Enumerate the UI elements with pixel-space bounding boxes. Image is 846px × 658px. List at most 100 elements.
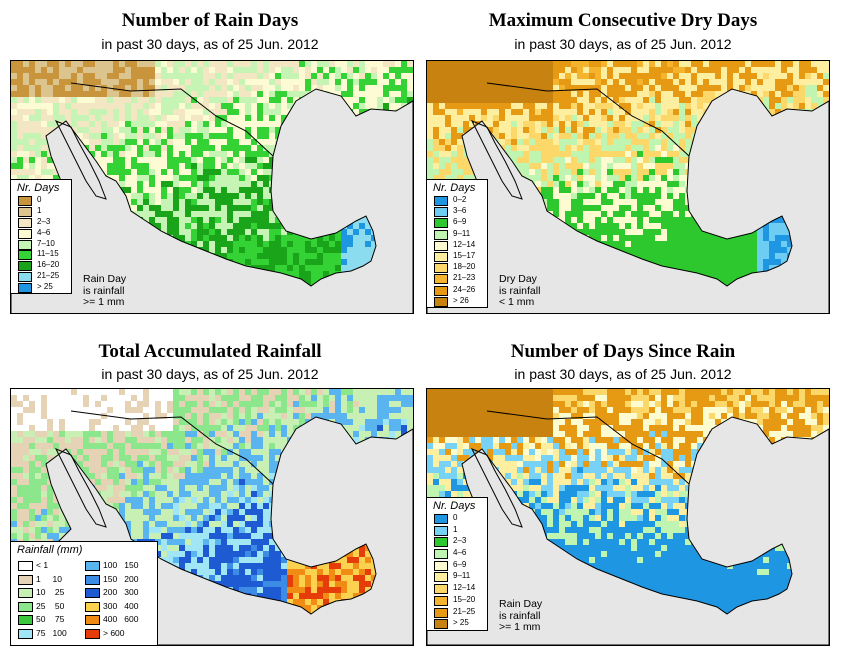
legend-label: 1 [453, 524, 458, 534]
legend-swatch [18, 206, 32, 217]
legend-label: 12–14 [453, 239, 476, 249]
legend-label: 2–3 [37, 216, 51, 226]
legend-item: 15–20 [427, 595, 487, 607]
legend-label: 16–20 [37, 260, 60, 270]
legend-item: 6–9 [427, 560, 487, 572]
legend-label: 9–11 [453, 228, 471, 238]
legend-swatch [434, 607, 448, 618]
legend-item: 0 [11, 195, 71, 206]
legend-swatch [434, 263, 448, 274]
definition-note: Dry Day is rainfall < 1 mm [499, 273, 540, 309]
legend-swatch [434, 285, 448, 296]
legend-item: 25 50 [18, 600, 84, 612]
definition-note-line: Dry Day [499, 273, 537, 285]
legend-item: 7–10 [11, 239, 71, 250]
legend-item: > 25 [427, 618, 487, 630]
legend-label: 12–14 [453, 583, 476, 593]
legend-label: 0 [37, 195, 42, 204]
legend-item: 2–3 [11, 217, 71, 228]
legend-swatch [18, 272, 32, 283]
legend-label: 0 [453, 513, 458, 522]
legend-label: 7–10 [37, 238, 55, 248]
legend-item: 0–2 [427, 195, 487, 206]
legend-label: 400 600 [103, 614, 139, 624]
legend-label: 15–20 [453, 594, 476, 604]
legend-label: 21–23 [453, 273, 476, 283]
legend-item: 50 75 [18, 614, 84, 625]
legend-item: 12–14 [427, 583, 487, 595]
legend-item: 15–17 [427, 251, 487, 262]
panel-subtitle-accum-rain: in past 30 days, as of 25 Jun. 2012 [101, 366, 319, 382]
legend-item: 0 [427, 513, 487, 525]
legend-swatch [85, 601, 100, 612]
definition-note: Rain Day is rainfall >= 1 mm [499, 598, 542, 634]
legend-swatch [18, 239, 32, 250]
legend-swatch [434, 549, 448, 560]
panel-title-dry-days: Maximum Consecutive Dry Days [488, 10, 758, 31]
definition-note-line: is rainfall [499, 609, 541, 622]
legend-item: 16–20 [11, 260, 71, 272]
legend-swatch [434, 207, 448, 218]
legend-label: 3–6 [453, 206, 467, 216]
legend-swatch [434, 619, 448, 630]
legend-item: > 26 [427, 296, 487, 307]
legend-item: 18–20 [427, 262, 487, 274]
legend-label: 4–6 [37, 227, 51, 237]
map-since-rain: Nr. Days 0 1 2–3 4–6 6–9 9–11 12–14 15–20 21–25 > … [426, 388, 830, 646]
panel-subtitle-rain-days: in past 30 days, as of 25 Jun. 2012 [101, 36, 319, 52]
legend-item: 21–23 [427, 273, 487, 285]
definition-note: Rain Day is rainfall >= 1 mm [83, 273, 126, 309]
legend-item: 11–15 [11, 249, 71, 261]
legend-item: > 600 [85, 628, 151, 639]
legend-swatch [434, 584, 448, 595]
legend-item: 21–25 [427, 607, 487, 619]
legend-since-rain: Nr. Days 0 1 2–3 4–6 6–9 9–11 12–14 15–20 21–25 > … [427, 497, 488, 631]
legend-swatch [434, 572, 448, 583]
legend-swatch [18, 615, 33, 625]
legend-label: 150 200 [103, 573, 139, 584]
legend-label: 2–3 [453, 536, 467, 546]
legend-swatch [434, 274, 448, 285]
panel-title-rain-days: Number of Rain Days [121, 10, 299, 31]
legend-item: 1 [427, 525, 487, 537]
legend-swatch [434, 595, 448, 606]
legend-item: 4–6 [427, 548, 487, 560]
legend-swatch [85, 574, 100, 585]
legend-swatch [18, 283, 32, 294]
legend-item: 75 100 [18, 627, 84, 639]
legend-title: Nr. Days [433, 500, 476, 512]
legend-swatch [85, 615, 100, 625]
legend-swatch [18, 561, 33, 571]
legend-item: 9–11 [427, 229, 487, 240]
legend-label: 75 100 [36, 627, 67, 638]
definition-note-line: is rainfall [83, 284, 125, 297]
legend-label: 11–15 [37, 249, 59, 259]
legend-swatch [18, 628, 33, 639]
legend-item: 1 [11, 206, 71, 217]
legend-label: 21–25 [453, 606, 476, 616]
legend-swatch [85, 588, 100, 598]
legend-item: 9–11 [427, 571, 487, 583]
legend-label: 0–2 [453, 195, 467, 204]
legend-item: 100 150 [85, 560, 151, 571]
legend-swatch [434, 514, 448, 524]
legend-swatch [434, 218, 448, 229]
definition-note-line: >= 1 mm [83, 296, 125, 308]
legend-item: 1 10 [18, 573, 84, 585]
legend-label: 1 10 [36, 573, 62, 584]
legend-item: 12–14 [427, 240, 487, 251]
definition-note-line: < 1 mm [499, 296, 535, 308]
legend-dry-days: Nr. Days 0–2 3–6 6–9 9–11 12–14 15–17 18–20 21–2… [427, 179, 488, 308]
legend-item: 3–6 [427, 206, 487, 218]
legend-item: 400 600 [85, 614, 151, 625]
legend-label: 10 25 [36, 587, 65, 597]
legend-swatch [434, 537, 448, 548]
legend-label: 25 50 [36, 600, 65, 611]
legend-label: 100 150 [103, 560, 139, 570]
legend-swatch [434, 296, 448, 307]
legend-label: 6–9 [453, 217, 467, 227]
definition-note-line: >= 1 mm [499, 621, 541, 633]
map-rain-days: Nr. Days 0 1 2–3 4–6 7–10 11–15 16–20 21–25 > 25 R… [10, 60, 414, 314]
legend-label: > 25 [453, 618, 469, 628]
panel-subtitle-dry-days: in past 30 days, as of 25 Jun. 2012 [514, 36, 732, 52]
